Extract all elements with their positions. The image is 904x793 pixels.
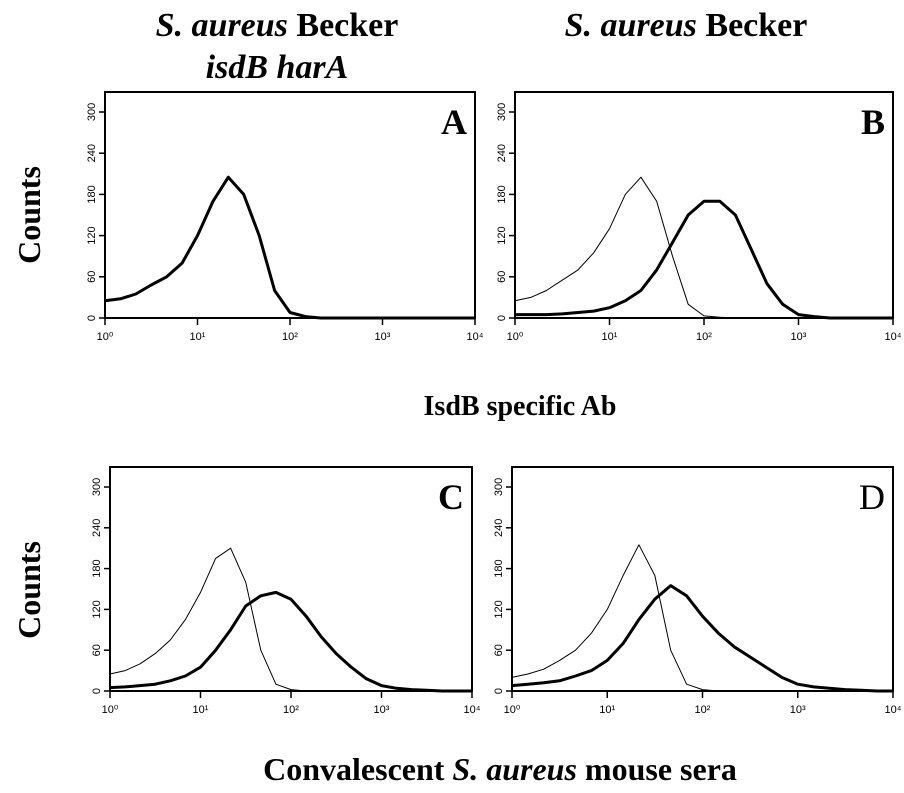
column-title-part: S. aureus xyxy=(156,7,288,44)
y-tick-label: 180 xyxy=(493,559,505,577)
column-title: S. aureus Becker xyxy=(156,7,399,44)
y-tick-label: 0 xyxy=(496,315,508,321)
x-axis-label-part: Convalescent xyxy=(263,751,452,787)
x-axis-label: IsdB specific Ab xyxy=(424,391,617,422)
x-tick-label: 10¹ xyxy=(193,704,209,716)
x-tick-label: 10⁰ xyxy=(504,704,521,716)
x-tick-label: 10⁰ xyxy=(507,331,524,343)
x-axis-label-part: IsdB specific Ab xyxy=(424,391,617,422)
column-title-part: S. aureus xyxy=(565,7,697,44)
x-tick-label: 10⁴ xyxy=(464,704,481,716)
y-tick-label: 300 xyxy=(493,478,505,496)
y-tick-label: 240 xyxy=(91,519,103,537)
y-tick-label: 60 xyxy=(493,644,505,656)
y-axis-label: Counts xyxy=(11,541,47,639)
y-axis-label: Counts xyxy=(11,166,47,264)
panel-label: B xyxy=(861,102,885,142)
histogram-line xyxy=(104,175,475,320)
y-tick-label: 180 xyxy=(86,185,98,203)
y-tick-label: 300 xyxy=(91,478,103,496)
plot-frame xyxy=(104,91,476,319)
histogram-line xyxy=(109,547,472,692)
x-tick-label: 10³ xyxy=(791,331,807,343)
x-axis-label: Convalescent S. aureus mouse sera xyxy=(263,751,737,787)
x-tick-label: 10³ xyxy=(375,331,391,343)
panel-label: A xyxy=(441,102,467,142)
y-tick-label: 300 xyxy=(496,103,508,121)
y-tick-label: 240 xyxy=(86,144,98,162)
histogram-line xyxy=(104,176,475,319)
histogram-line xyxy=(511,544,893,692)
x-tick-label: 10⁴ xyxy=(885,704,902,716)
x-tick-label: 10¹ xyxy=(190,331,206,343)
y-tick-label: 240 xyxy=(493,519,505,537)
x-tick-label: 10⁰ xyxy=(102,704,119,716)
histogram-line xyxy=(514,176,893,319)
histogram-line xyxy=(109,590,472,693)
histogram-line xyxy=(511,584,893,693)
y-tick-label: 0 xyxy=(493,688,505,694)
y-tick-label: 0 xyxy=(91,688,103,694)
plot-frame xyxy=(514,91,894,319)
histogram-line xyxy=(515,199,893,320)
y-tick-label: 60 xyxy=(86,271,98,283)
y-tick-label: 180 xyxy=(91,559,103,577)
y-tick-label: 120 xyxy=(496,226,508,244)
y-tick-label: 60 xyxy=(496,271,508,283)
x-tick-label: 10² xyxy=(282,331,298,343)
x-tick-label: 10⁰ xyxy=(97,331,114,343)
x-tick-label: 10¹ xyxy=(602,331,618,343)
x-tick-label: 10¹ xyxy=(599,704,615,716)
y-tick-label: 0 xyxy=(86,315,98,321)
x-axis-label-part: mouse sera xyxy=(577,751,737,787)
x-tick-label: 10² xyxy=(696,331,712,343)
y-tick-label: 300 xyxy=(86,103,98,121)
x-tick-label: 10³ xyxy=(374,704,390,716)
x-axis-label-part: S. aureus xyxy=(452,751,577,787)
x-tick-label: 10⁴ xyxy=(467,331,484,343)
y-tick-label: 120 xyxy=(86,226,98,244)
y-tick-label: 120 xyxy=(91,600,103,618)
panel-label: C xyxy=(438,477,464,517)
x-tick-label: 10² xyxy=(695,704,711,716)
y-tick-label: 120 xyxy=(493,600,505,618)
plot-frame xyxy=(511,466,894,692)
plot-frame xyxy=(109,466,473,692)
x-tick-label: 10² xyxy=(283,704,299,716)
y-tick-label: 60 xyxy=(91,644,103,656)
y-tick-label: 240 xyxy=(496,144,508,162)
column-title: isdB harA xyxy=(206,49,349,86)
column-title-part: isdB harA xyxy=(206,49,349,86)
column-title-part: Becker xyxy=(288,7,398,44)
column-title: S. aureus Becker xyxy=(565,7,808,44)
y-tick-label: 180 xyxy=(496,185,508,203)
x-tick-label: 10⁴ xyxy=(885,331,902,343)
panel-label: D xyxy=(859,477,885,517)
column-title-part: Becker xyxy=(697,7,807,44)
x-tick-label: 10³ xyxy=(790,704,806,716)
